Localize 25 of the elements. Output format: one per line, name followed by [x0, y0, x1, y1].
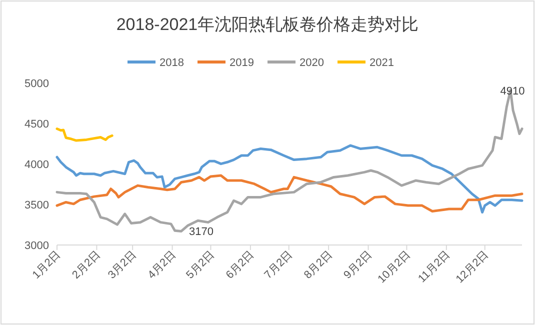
x-tick-label: 6月2日	[224, 248, 257, 282]
chart-title: 2018-2021年沈阳热轧板卷价格走势对比	[116, 15, 419, 34]
x-tick-label: 10月2日	[376, 248, 413, 286]
line-series	[56, 144, 524, 214]
y-tick-label: 5000	[24, 78, 49, 90]
legend-label: 2020	[300, 57, 324, 69]
legend-label: 2018	[160, 57, 184, 69]
y-tick-label: 4000	[24, 159, 49, 171]
x-tick-label: 2月2日	[70, 248, 103, 282]
x-tick-label: 11月2日	[416, 248, 453, 286]
x-tick-label: 5月2日	[184, 248, 217, 282]
y-tick-label: 3500	[24, 200, 49, 212]
x-tick-label: 9月2日	[342, 248, 374, 282]
legend-label: 2019	[230, 57, 254, 69]
x-tick-label: 8月2日	[302, 248, 335, 282]
x-tick-label: 3月2日	[106, 248, 139, 282]
x-tick-label: 7月2日	[262, 248, 295, 282]
x-tick-label: 12月2日	[454, 248, 491, 286]
x-tick-label: 4月2日	[146, 248, 178, 282]
line-series	[56, 128, 114, 142]
y-tick-label: 4500	[24, 118, 49, 130]
annotation: 4910	[500, 85, 525, 98]
legend-label: 2021	[370, 57, 394, 69]
line-series	[56, 174, 524, 212]
annotation: 3170	[189, 226, 214, 238]
